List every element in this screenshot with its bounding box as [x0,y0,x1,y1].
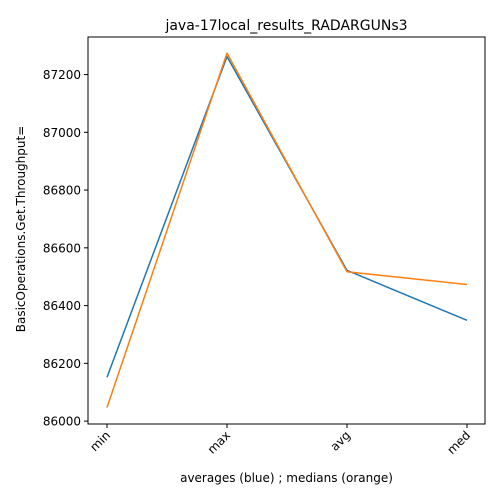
y-tick-label: 86600 [43,241,81,255]
y-tick-label: 86000 [43,415,81,429]
averages-series-line [106,55,468,378]
y-axis-ticks: 86000 86200 86400 86600 86800 87000 87200 [43,68,88,429]
series-lines [106,52,468,408]
y-tick-label: 87000 [43,126,81,140]
x-tick-label: med [444,428,473,457]
x-tick-label: max [205,428,233,456]
y-axis-label: BasicOperations.Get.Throughput= [14,126,28,333]
x-axis-ticks: min max avg med [87,424,473,457]
y-tick-label: 86800 [43,184,81,198]
x-tick-label: avg [328,428,354,454]
y-tick-label: 87200 [43,68,81,82]
y-tick-label: 86200 [43,357,81,371]
x-tick-label: min [87,428,113,454]
chart-title: java-17local_results_RADARGUNs3 [164,18,407,34]
y-tick-label: 86400 [43,299,81,313]
medians-series-line [106,52,468,408]
x-axis-label: averages (blue) ; medians (orange) [180,471,393,485]
plot-area-frame [87,36,486,425]
